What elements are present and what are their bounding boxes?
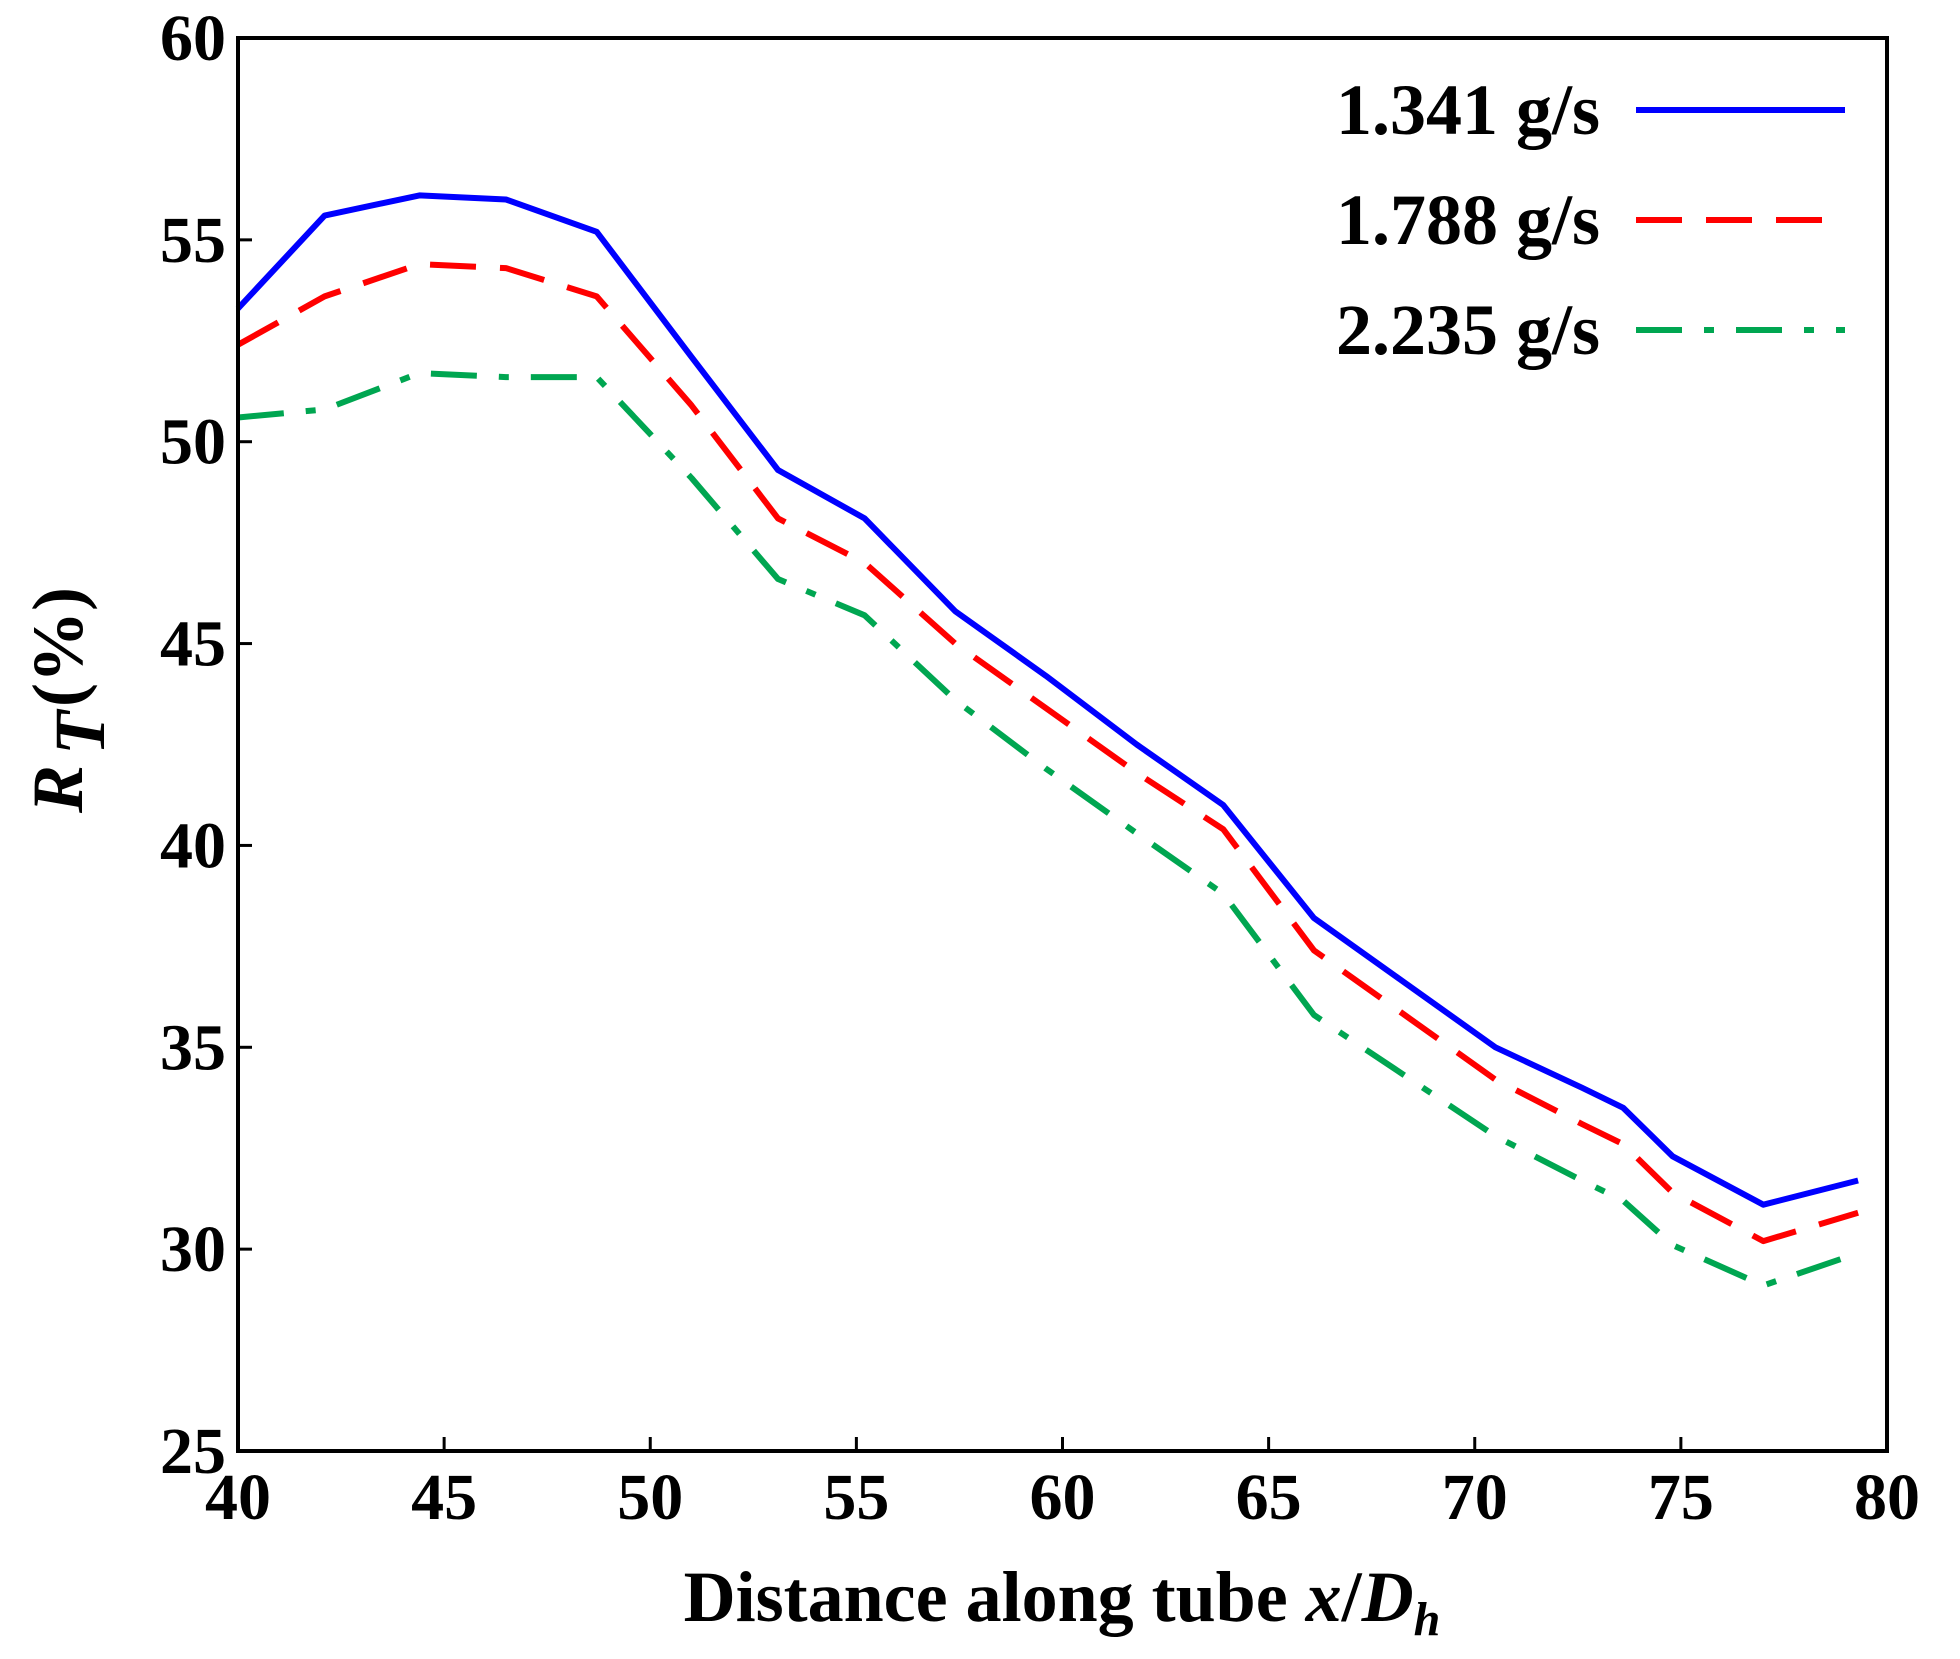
x-axis-title-text: Distance along tube: [684, 1557, 1306, 1637]
legend: 1.341 g/s 1.788 g/s 2.235 g/s: [1336, 70, 1845, 370]
y-tick-label: 45: [160, 608, 226, 681]
series-line-1: [235, 192, 1859, 1208]
ticks-layer: 40 45 50 55 60 65 70 75 80 25 30 35 40 45 50 55 60: [160, 2, 1920, 1534]
x-tick-label: 45: [411, 1461, 477, 1534]
x-tick-label: 55: [823, 1461, 889, 1534]
y-tick-label: 25: [160, 1415, 226, 1488]
y-axis-title-var: R: [18, 765, 98, 814]
series-layer: [235, 192, 1860, 1289]
x-tick-label: 70: [1442, 1461, 1508, 1534]
y-axis-title-unit: (%): [18, 587, 98, 707]
y-tick-label: 55: [160, 204, 226, 277]
series-line-2: [236, 261, 1859, 1245]
x-axis-title-sub: h: [1414, 1593, 1441, 1646]
legend-label-3: 2.235 g/s: [1336, 290, 1600, 370]
y-tick-label: 50: [160, 406, 226, 479]
y-tick-label: 60: [160, 2, 226, 75]
y-tick-label: 40: [160, 809, 226, 882]
x-axis-title-sep: /: [1341, 1557, 1363, 1637]
legend-label-2: 1.788 g/s: [1336, 180, 1600, 260]
x-tick-label: 40: [205, 1461, 271, 1534]
x-tick-label: 75: [1648, 1461, 1714, 1534]
y-axis-title-sub: T: [40, 708, 120, 755]
x-axis-title-var: x: [1305, 1557, 1342, 1637]
x-tick-label: 80: [1854, 1461, 1920, 1534]
x-axis-title-var2: D: [1361, 1557, 1414, 1637]
x-tick-label: 50: [617, 1461, 683, 1534]
series-line-3: [237, 370, 1860, 1289]
x-axis-title: Distance along tube x/Dh: [684, 1557, 1441, 1646]
plot-frame: [236, 36, 1889, 1453]
y-tick-label: 35: [160, 1011, 226, 1084]
y-axis-title: RT(%): [18, 587, 120, 814]
y-tick-label: 30: [160, 1213, 226, 1286]
legend-label-1: 1.341 g/s: [1336, 70, 1600, 150]
x-tick-label: 65: [1236, 1461, 1302, 1534]
x-tick-label: 60: [1030, 1461, 1096, 1534]
